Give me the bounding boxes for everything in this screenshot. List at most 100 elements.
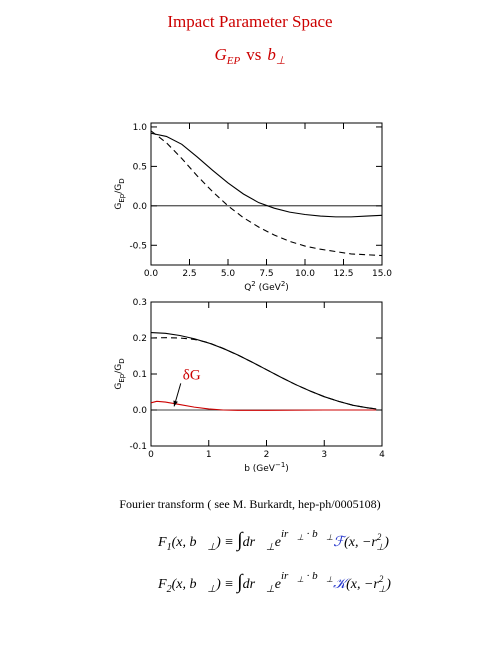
x-label-sup: 2 (251, 280, 255, 288)
formula-part: · (304, 528, 312, 540)
formula-part: ⊥ (297, 533, 304, 542)
subtitle-g: G (215, 45, 227, 64)
formula-part: ⊥ (266, 542, 275, 553)
formula-part: e (275, 577, 281, 592)
y-label-sub: Ep (118, 193, 126, 202)
x-tick-label: 0.0 (144, 269, 159, 279)
x-label-sup: −1 (275, 461, 285, 469)
formula-part: (x, (172, 535, 190, 550)
formula-part: i (281, 570, 284, 582)
x-label-part: Q (244, 283, 251, 293)
subtitle-vs: vs (246, 45, 261, 64)
y-tick-label: 0.5 (133, 162, 147, 172)
y-axis-label: GEp/GD (114, 358, 126, 389)
series-line (150, 337, 377, 410)
formula-part: ⊥ (376, 542, 384, 552)
formula-part: 2 (377, 532, 382, 542)
x-tick-label: 15.0 (372, 269, 392, 279)
formula-part: (x, −r (344, 535, 377, 550)
y-tick-label: 0.0 (133, 202, 148, 212)
x-tick-label: 12.5 (333, 269, 353, 279)
y-label-sub: D (118, 358, 126, 363)
y-label-part: G (114, 383, 124, 390)
subtitle: GEP vs b⊥ (215, 45, 286, 67)
formula-part: d (243, 535, 251, 550)
formula-part: · (304, 570, 312, 582)
formula-part: b⃗ (189, 535, 207, 550)
x-tick-label: 0 (148, 450, 154, 460)
x-label-part: (GeV (256, 283, 282, 293)
x-tick-label: 2 (264, 450, 270, 460)
formula-part: 2 (379, 574, 384, 584)
title: Impact Parameter Space (167, 12, 332, 31)
x-tick-label: 10.0 (295, 269, 315, 279)
arrow-head (173, 400, 178, 407)
formula-part: ⊥ (297, 575, 304, 584)
formula-part: r⃗ (250, 577, 266, 592)
formula-part: ⊥ (326, 575, 333, 584)
formula-part: ) ≡ (215, 577, 237, 592)
y-label-sub: Ep (118, 373, 126, 382)
annotation: δG (183, 367, 201, 383)
formula: F2(x, b⃗⊥) ≡ ∫dr⃗⊥eir⃗⊥ · b⃗⊥𝒦(x, −r2 ⊥) (157, 570, 391, 595)
series-line (150, 400, 377, 411)
chart: -0.5 0.0 0.5 1.0 0.0 2.5 5.0 7.5 10.0 12.5 15.0 GEp… (114, 122, 392, 293)
y-tick-label: 0.2 (133, 334, 147, 344)
x-label-part: ) (285, 283, 289, 293)
y-tick-label: 0.3 (133, 298, 147, 308)
formula-part: ⊥ (266, 584, 275, 595)
formula-part: d (243, 577, 251, 592)
formula-part: b⃗ (312, 570, 326, 582)
subtitle-sub: ⊥ (276, 55, 286, 67)
series-line (150, 130, 383, 257)
subtitle-sub: EP (226, 55, 241, 67)
formula-part: ℱ (333, 535, 347, 550)
y-tick-label: 1.0 (133, 123, 148, 133)
x-label-part: b (GeV (244, 464, 276, 474)
plot-frame (150, 122, 383, 266)
formula-part: (x, (172, 577, 190, 592)
formula-part: b⃗ (312, 528, 326, 540)
series-line (150, 132, 383, 218)
x-tick-label: 1 (206, 450, 212, 460)
caption: Fourier transform ( see M. Burkardt, hep… (119, 497, 380, 511)
y-tick-label: -0.5 (129, 241, 147, 251)
y-label-sub: D (118, 178, 126, 183)
formula-part: F (157, 577, 167, 592)
x-tick-label: 4 (379, 450, 385, 460)
subtitle-b: b (267, 45, 276, 64)
formula-part: i (281, 528, 284, 540)
formula-part: r⃗ (284, 528, 297, 540)
y-label-part: /G (114, 184, 124, 194)
formula-part: 1 (167, 542, 172, 553)
y-tick-label: -0.1 (129, 442, 147, 452)
x-label-sup: 2 (281, 280, 285, 288)
formula-part: ⊥ (207, 542, 216, 553)
x-label-part: ) (285, 464, 289, 474)
y-axis-label: GEp/GD (114, 178, 126, 209)
formula-part: (x, −r (346, 577, 379, 592)
x-tick-label: 3 (321, 450, 327, 460)
y-tick-label: 0.1 (133, 370, 147, 380)
formula-part: e (275, 535, 281, 550)
y-label-part: /G (114, 364, 124, 374)
formula-part: F (157, 535, 167, 550)
x-tick-label: 2.5 (182, 269, 196, 279)
formula-part: ) (383, 535, 389, 550)
formula-part: b⃗ (189, 577, 207, 592)
x-tick-label: 5.0 (221, 269, 236, 279)
x-axis-label: b (GeV−1) (244, 461, 289, 474)
formula-part: ⊥ (326, 533, 333, 542)
formula-part: r⃗ (284, 570, 297, 582)
formula-part: ⊥ (207, 584, 216, 595)
y-label-part: G (114, 203, 124, 210)
formula-part: r⃗ (250, 535, 266, 550)
x-axis-label: Q2 (GeV2) (244, 280, 289, 293)
formula: F1(x, b⃗⊥) ≡ ∫dr⃗⊥eir⃗⊥ · b⃗⊥ℱ(x, −r2 ⊥) (157, 528, 389, 553)
formula-part: ) ≡ (215, 535, 237, 550)
x-tick-label: 7.5 (259, 269, 273, 279)
formula-part: ) (385, 577, 391, 592)
formula-part: 2 (167, 584, 172, 595)
